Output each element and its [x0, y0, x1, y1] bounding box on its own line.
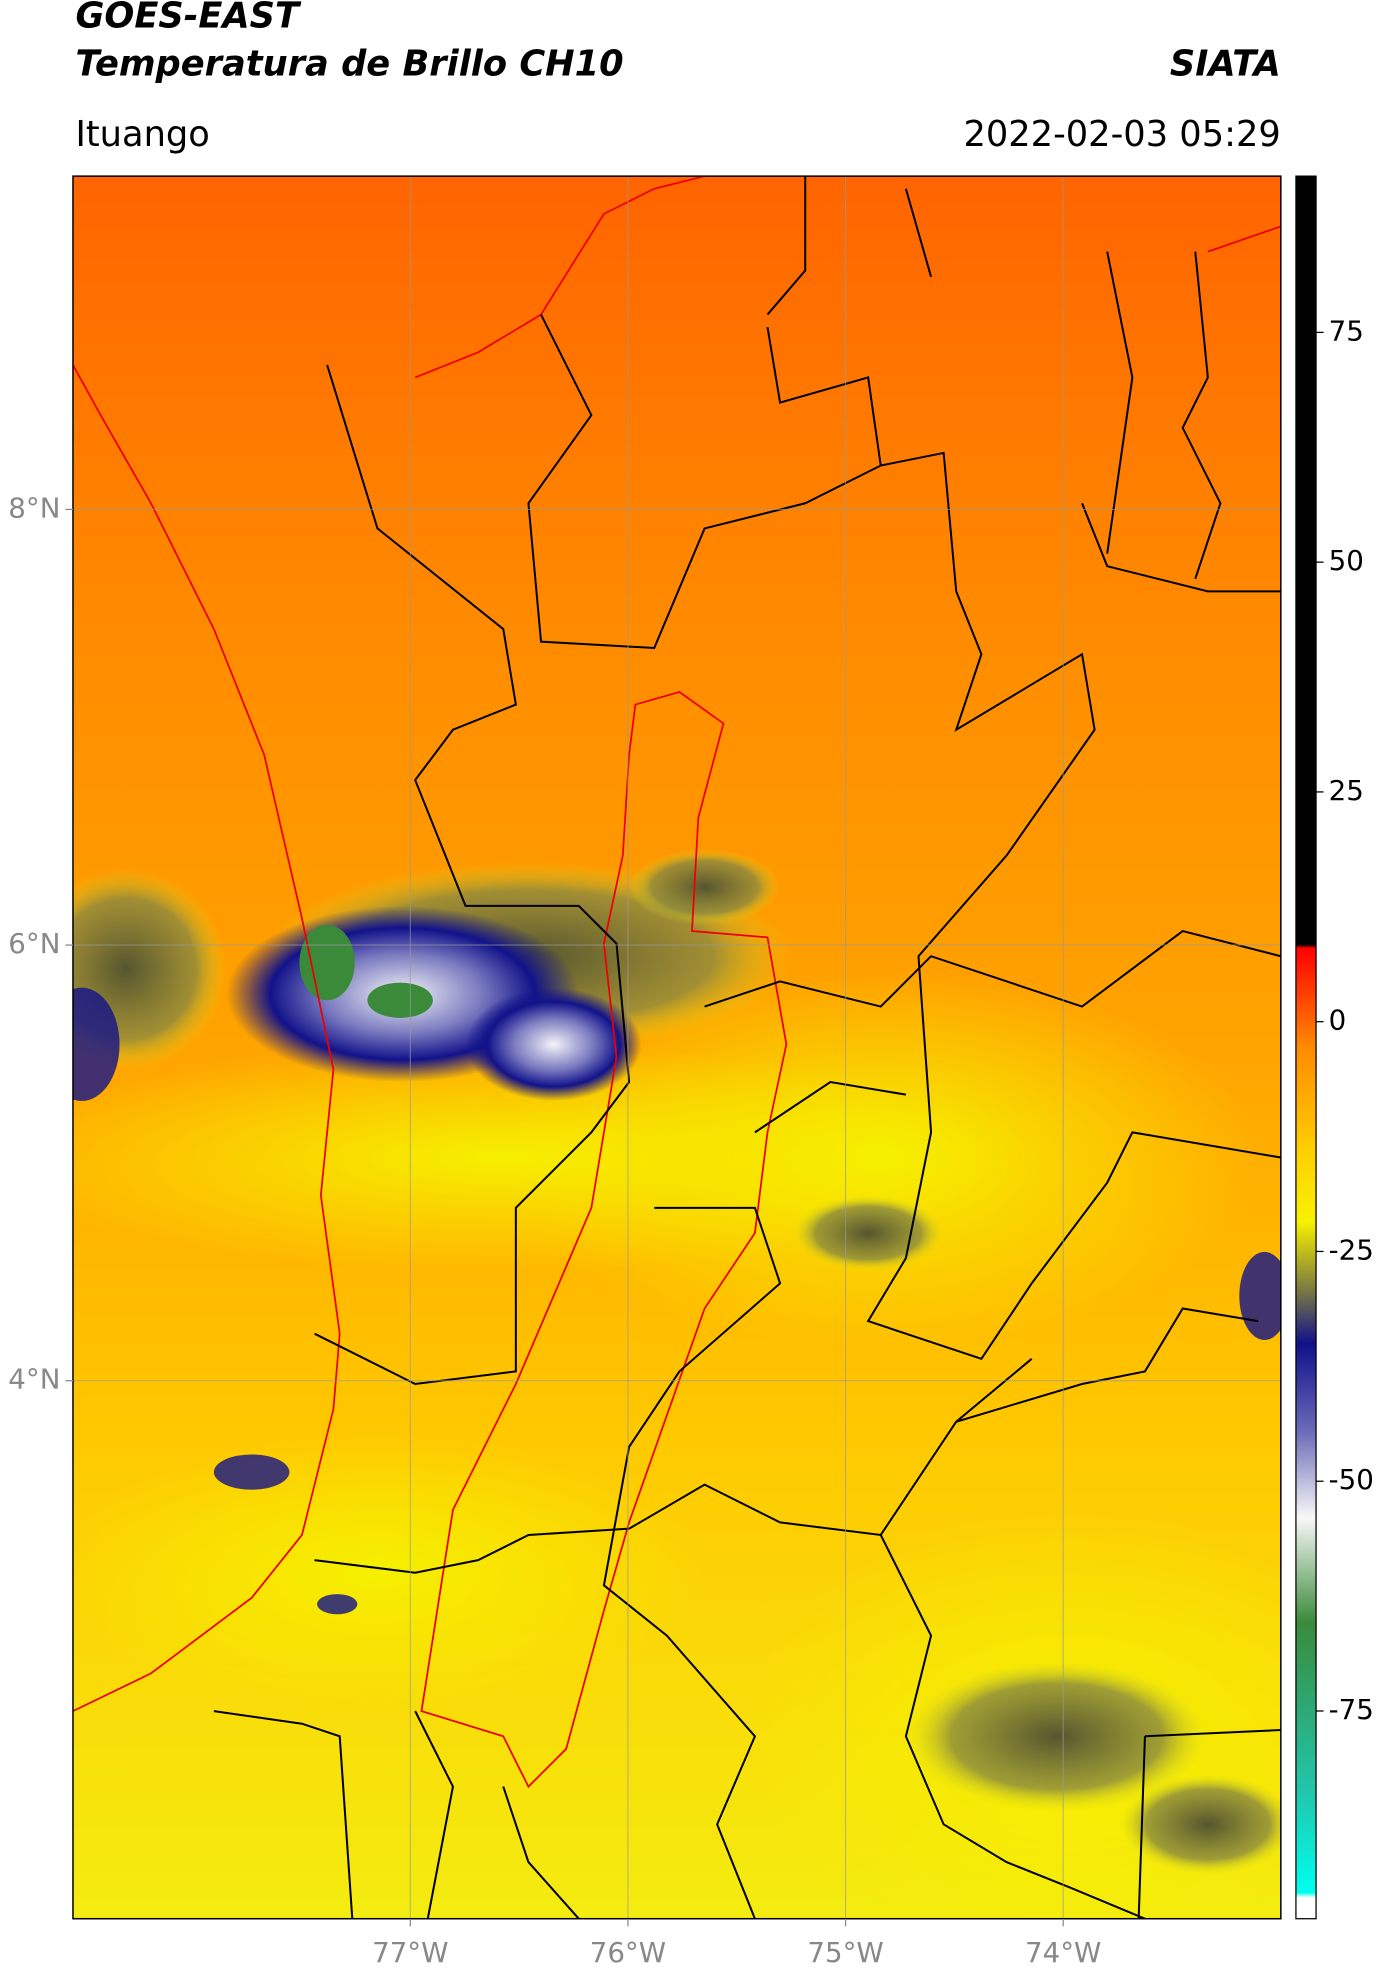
colorbar-tick-label: 50	[1329, 544, 1364, 577]
coastline	[1207, 225, 1281, 253]
colorbar-tick-label: 25	[1329, 774, 1364, 807]
colorbar-tick-label: -75	[1329, 1693, 1374, 1726]
x-tick-label: 76°W	[590, 1936, 666, 1969]
storm	[72, 987, 120, 1101]
region-outline	[420, 691, 788, 1789]
x-tick-label: 75°W	[807, 1936, 883, 1969]
y-tick-label: 8°N	[8, 491, 60, 524]
cloud	[72, 1434, 705, 1712]
coastline	[414, 176, 705, 379]
subtitle: Temperatura de Brillo CH10	[75, 43, 623, 84]
colorbar-tick-label: -25	[1329, 1233, 1374, 1266]
storm	[72, 868, 227, 1070]
title: GOES-EAST	[75, 0, 302, 37]
x-tick-label: 77°W	[372, 1936, 448, 1969]
storm	[213, 1454, 290, 1490]
colorbar-tick-label: 75	[1329, 314, 1364, 347]
storm	[465, 987, 642, 1101]
border	[766, 176, 1281, 593]
colorbar-tick-label: -50	[1329, 1463, 1374, 1496]
storm	[1239, 1251, 1281, 1340]
storm	[367, 982, 433, 1018]
map	[72, 176, 1281, 1919]
y-tick-label: 6°N	[8, 927, 60, 960]
source: SIATA	[1170, 43, 1281, 84]
x-tick-label: 74°W	[1025, 1936, 1101, 1969]
cloud	[629, 849, 781, 925]
y-tick-label: 4°N	[8, 1363, 60, 1396]
storm	[317, 1594, 358, 1615]
border	[314, 1307, 1281, 1919]
border	[213, 1710, 580, 1919]
border	[314, 364, 631, 1386]
cloud	[792, 1195, 944, 1271]
cloud	[905, 1660, 1208, 1812]
gridlines	[72, 176, 1281, 1919]
cloud	[503, 968, 1259, 1347]
border	[527, 314, 1281, 1361]
colorbar	[1295, 175, 1317, 1920]
datetime: 2022-02-03 05:29	[963, 114, 1280, 155]
region: Ituango	[75, 114, 209, 155]
coastline	[72, 364, 341, 1712]
border	[602, 929, 1281, 1919]
storm	[299, 924, 355, 1001]
map-frame	[72, 175, 1282, 1920]
colorbar-tick-label: 0	[1329, 1004, 1347, 1037]
cloud	[1119, 1774, 1281, 1875]
axis-labels: 77°W 76°W 75°W 74°W 8°N 6°N 4°N 75 50 25 0 -25 -50 -7…	[8, 314, 1374, 1969]
